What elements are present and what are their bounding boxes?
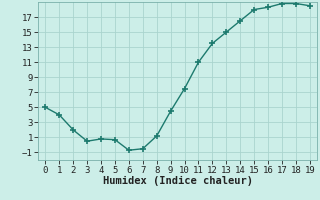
X-axis label: Humidex (Indice chaleur): Humidex (Indice chaleur)	[103, 176, 252, 186]
